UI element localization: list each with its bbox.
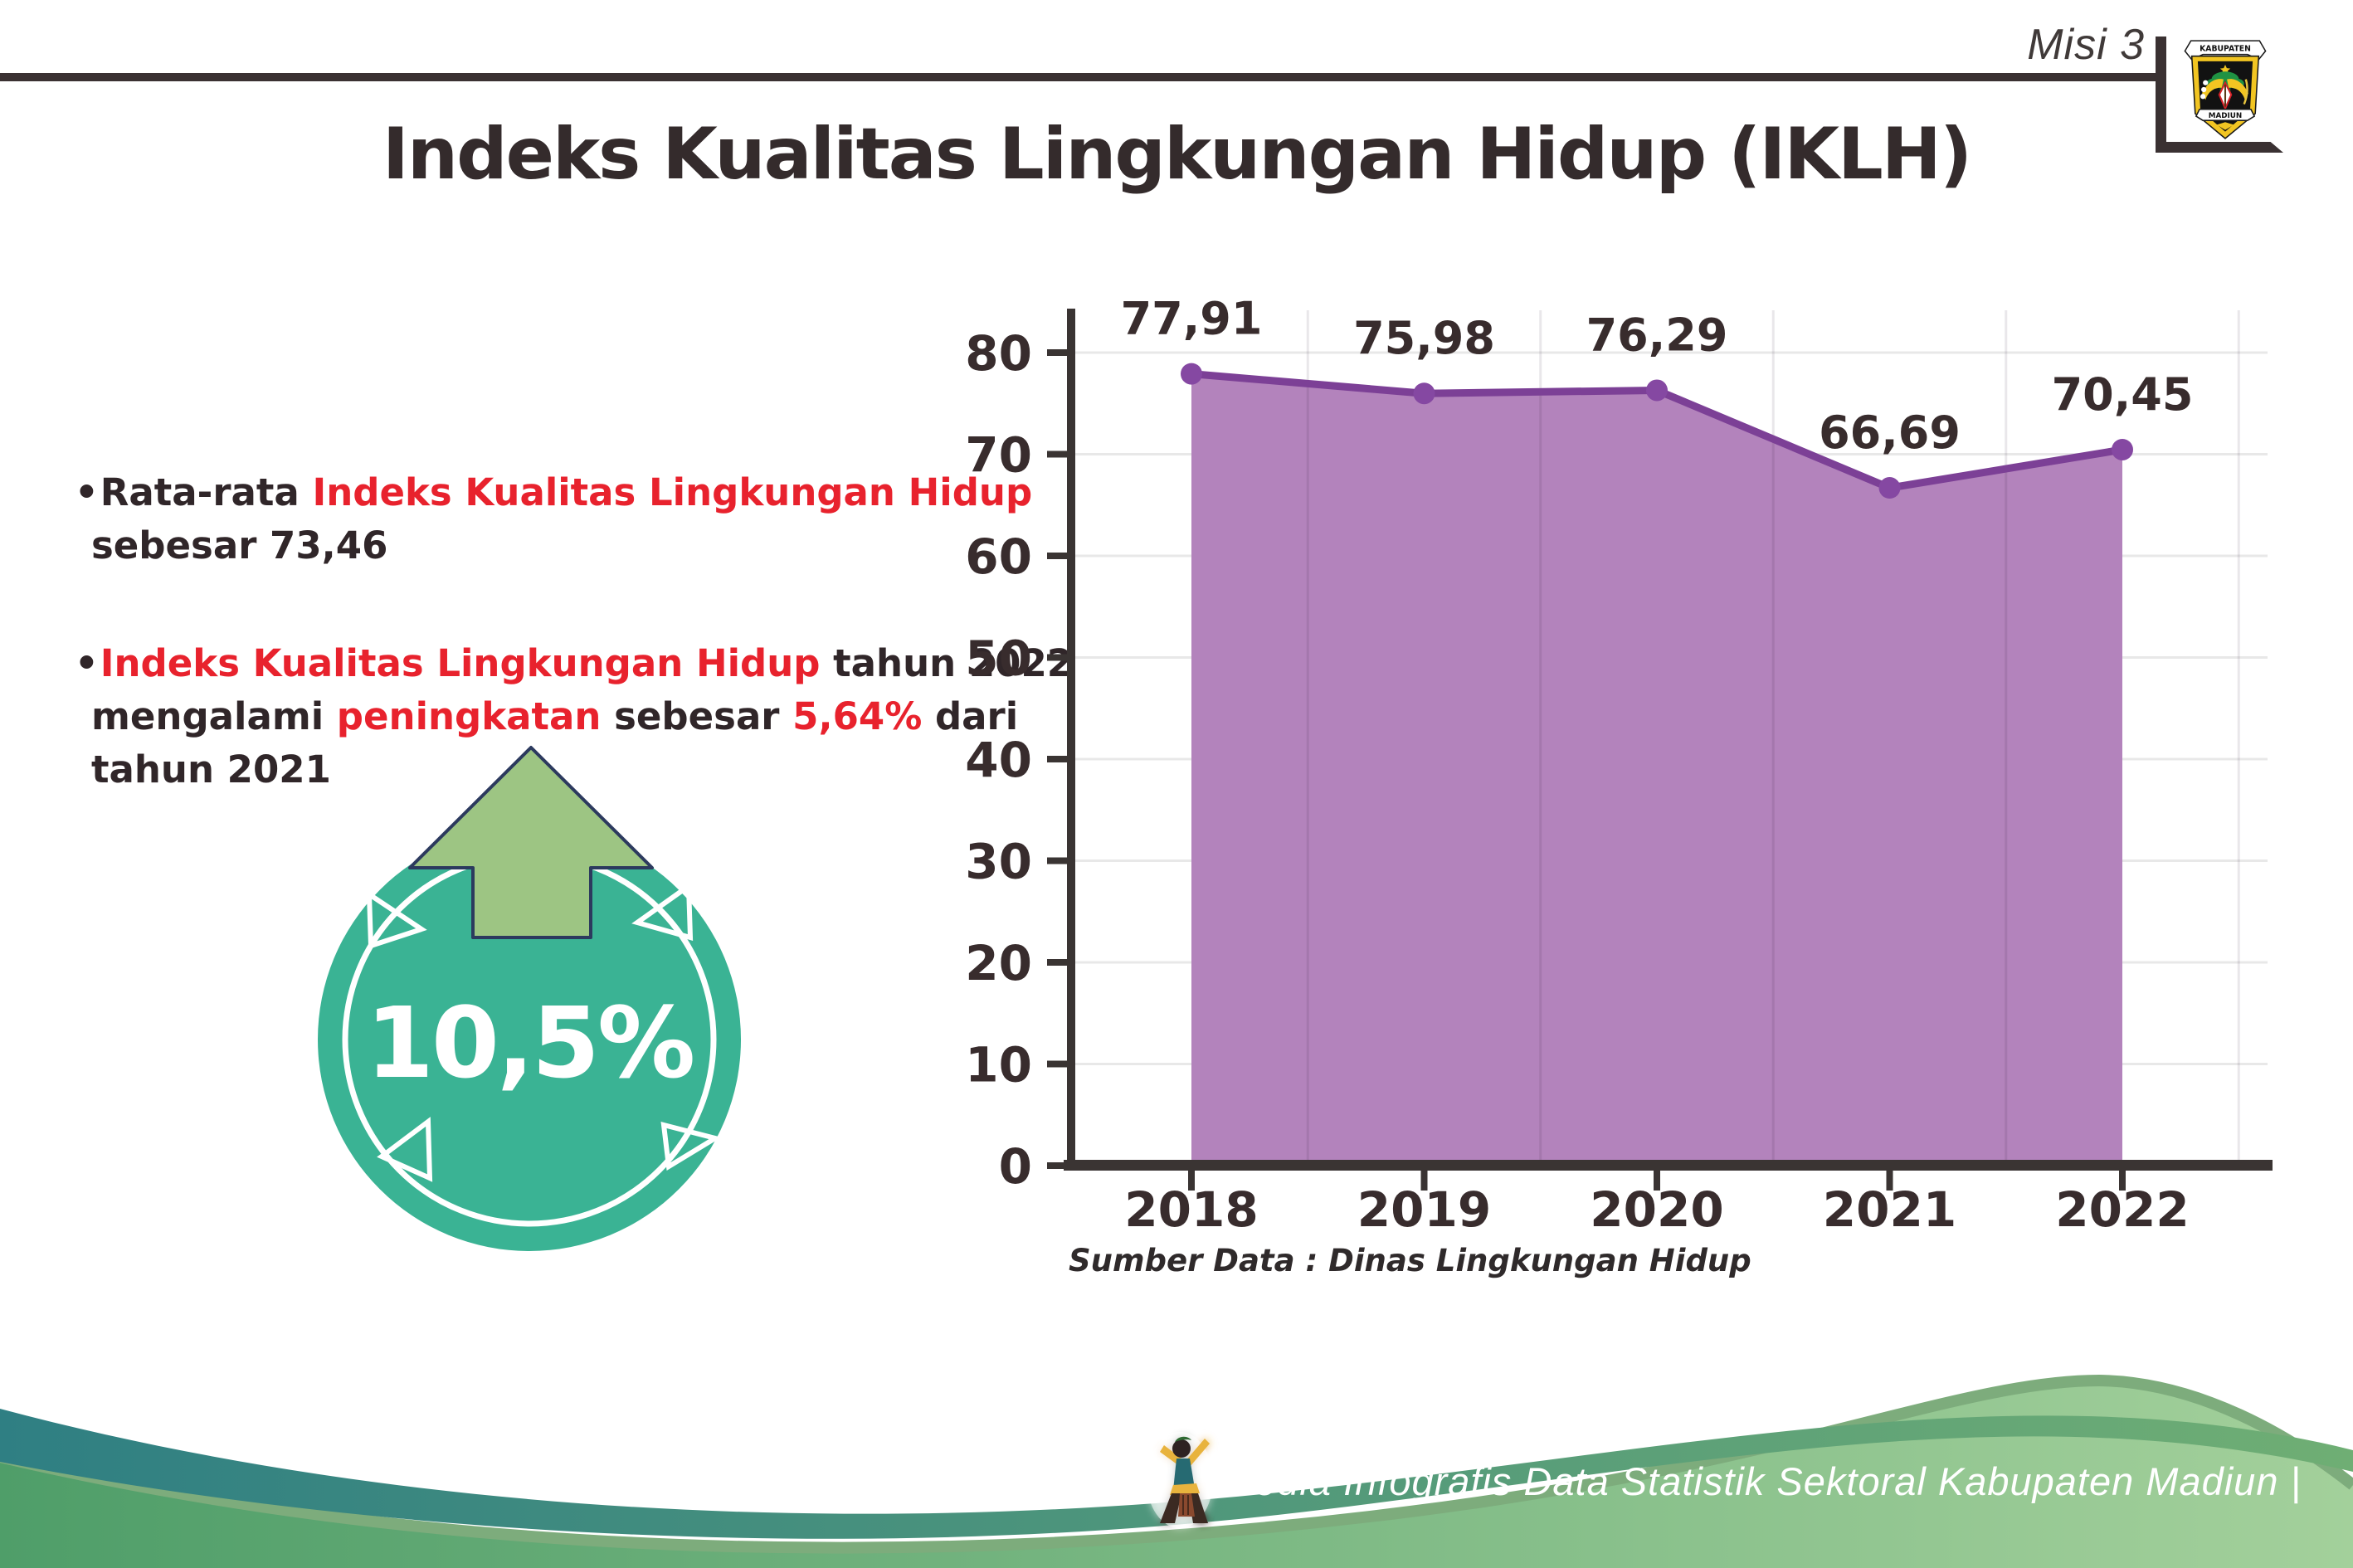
data-point bbox=[1646, 379, 1668, 402]
data-label: 77,91 bbox=[1121, 293, 1263, 345]
logo-cotton-1 bbox=[2203, 80, 2209, 85]
insight-1-text-dark: Rata-rata bbox=[100, 470, 313, 514]
insight-2-line-3: tahun 2021 bbox=[75, 743, 1087, 796]
source-note: Sumber Data : Dinas Lingkungan Hidup bbox=[1069, 1243, 1751, 1278]
footer-wave-teal bbox=[0, 1409, 2353, 1539]
badge-circle bbox=[318, 828, 741, 1251]
top-rule bbox=[0, 73, 2156, 81]
badge-sparkle-sw bbox=[377, 1117, 433, 1182]
misi-label: Misi 3 bbox=[2027, 21, 2145, 69]
logo-bracket-vertical bbox=[2156, 37, 2166, 153]
increase-badge: 10,5% bbox=[318, 746, 741, 1251]
data-point bbox=[1878, 477, 1901, 499]
y-axis-line bbox=[1067, 309, 1075, 1171]
badge-value: 10,5% bbox=[366, 986, 693, 1100]
y-tick bbox=[1047, 349, 1070, 356]
up-arrow-icon bbox=[408, 746, 654, 939]
data-point bbox=[1181, 363, 1202, 385]
area-fill bbox=[1191, 373, 2122, 1166]
logo-cotton-2 bbox=[2201, 86, 2207, 93]
insight-2-percent: 5,64% bbox=[792, 694, 923, 738]
y-tick-label: 80 bbox=[965, 325, 1032, 382]
x-tick-label: 2019 bbox=[1357, 1181, 1491, 1238]
y-tick-label: 60 bbox=[965, 528, 1032, 585]
kabupaten-madiun-logo: KABUPATEN MADIUN bbox=[2184, 40, 2267, 139]
badge-sparkle-ne bbox=[631, 881, 694, 941]
y-tick bbox=[1047, 1060, 1070, 1068]
x-axis-line bbox=[1064, 1160, 2273, 1171]
logo-wing-left bbox=[2202, 79, 2224, 100]
y-tick bbox=[1047, 857, 1070, 864]
footer-wave-green-edge bbox=[0, 1374, 2353, 1554]
x-tick bbox=[2119, 1171, 2126, 1191]
insight-2-line-2: mengalami peningkatan sebesar 5,64% dari bbox=[75, 690, 1087, 743]
insight-2-line-1: •Indeks Kualitas Lingkungan Hidup tahun … bbox=[75, 637, 1087, 690]
logo-bracket-horizontal bbox=[2156, 142, 2283, 153]
y-tick-label: 0 bbox=[999, 1138, 1032, 1195]
badge-sparkle-se bbox=[660, 1121, 722, 1171]
insight-1-value: sebesar 73,46 bbox=[91, 523, 388, 567]
y-tick bbox=[1047, 756, 1070, 762]
insight-1-text-red: Indeks Kualitas Lingkungan Hidup bbox=[312, 470, 1033, 514]
dancer-mascot-icon bbox=[1147, 1432, 1213, 1528]
y-tick bbox=[1047, 959, 1070, 966]
data-label: 75,98 bbox=[1353, 312, 1495, 364]
page-title: Indeks Kualitas Lingkungan Hidup (IKLH) bbox=[382, 113, 1972, 196]
x-tick-label: 2020 bbox=[1590, 1181, 1723, 1238]
x-tick-label: 2021 bbox=[1823, 1181, 1956, 1238]
insight-2-year: tahun 2021 bbox=[91, 747, 331, 791]
logo-wing-right bbox=[2227, 79, 2248, 100]
insight-2-text-dark: tahun 2022 bbox=[820, 641, 1074, 685]
insight-2-text: sebesar bbox=[601, 694, 793, 738]
data-label: 76,29 bbox=[1586, 309, 1728, 361]
bullet-icon: • bbox=[75, 470, 99, 514]
y-tick bbox=[1047, 450, 1070, 458]
insight-1-line-2: sebesar 73,46 bbox=[75, 519, 1087, 572]
logo-bottom-ribbon bbox=[2195, 108, 2256, 121]
y-tick bbox=[1047, 1162, 1070, 1169]
y-tick-label: 20 bbox=[965, 935, 1032, 991]
footer-credit: Media Infografis Data Statistik Sektoral… bbox=[1221, 1459, 2302, 1503]
y-tick-label: 30 bbox=[965, 834, 1032, 890]
logo-top-ribbon bbox=[2184, 40, 2267, 61]
x-tick-label: 2018 bbox=[1124, 1181, 1258, 1238]
bullet-icon: • bbox=[75, 641, 99, 685]
y-tick bbox=[1047, 654, 1070, 661]
data-label: 70,45 bbox=[2052, 368, 2194, 421]
insight-1-line-1: •Rata-rata Indeks Kualitas Lingkungan Hi… bbox=[75, 466, 1087, 519]
x-tick-label: 2022 bbox=[2055, 1181, 2189, 1238]
insight-2-text: mengalami bbox=[91, 694, 337, 738]
logo-cotton-3 bbox=[2200, 94, 2206, 100]
insights-block: •Rata-rata Indeks Kualitas Lingkungan Hi… bbox=[75, 466, 1087, 796]
insight-2-text: dari bbox=[922, 694, 1019, 738]
data-point bbox=[1413, 382, 1435, 405]
logo-wheat bbox=[2243, 79, 2248, 105]
x-tick bbox=[1420, 1171, 1428, 1191]
badge-sparkle-nw bbox=[366, 889, 427, 950]
y-tick-label: 10 bbox=[965, 1037, 1032, 1093]
insight-2-text-red: Indeks Kualitas Lingkungan Hidup bbox=[100, 641, 821, 685]
footer-wave-green bbox=[0, 1381, 2353, 1568]
data-label: 66,69 bbox=[1819, 407, 1961, 459]
logo-bottom-text: MADIUN bbox=[2209, 112, 2243, 120]
y-tick-label: 70 bbox=[965, 427, 1032, 484]
x-tick bbox=[1886, 1171, 1893, 1191]
x-tick bbox=[1188, 1171, 1195, 1191]
logo-bottom-wing bbox=[2216, 122, 2234, 130]
y-tick-label: 50 bbox=[965, 631, 1032, 687]
y-tick-label: 40 bbox=[965, 732, 1032, 788]
data-point bbox=[2112, 438, 2133, 460]
y-tick bbox=[1047, 553, 1070, 559]
logo-top-text: KABUPATEN bbox=[2200, 45, 2251, 54]
insight-2-highlight: peningkatan bbox=[336, 694, 602, 738]
x-tick bbox=[1654, 1171, 1660, 1191]
